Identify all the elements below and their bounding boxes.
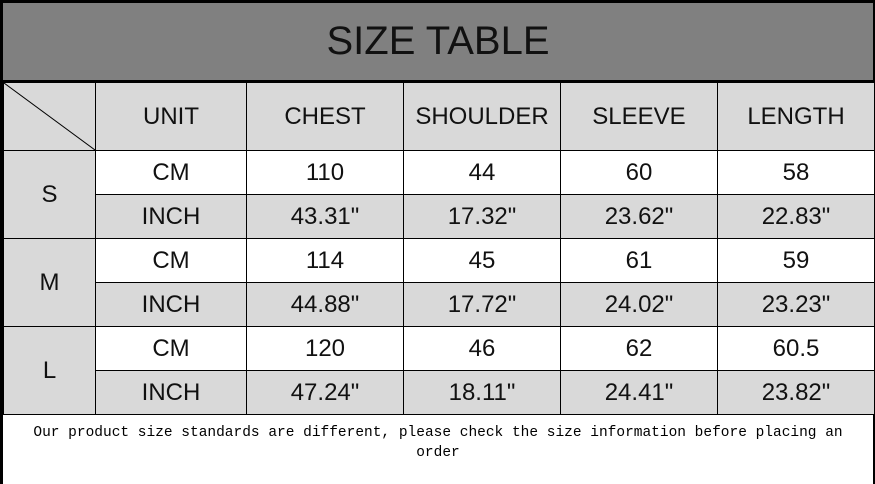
value-cell: 60 [560,150,718,195]
value-cell: 24.41" [560,370,718,415]
value-cell: 17.32" [403,194,561,239]
value-cell: 60.5 [717,326,875,371]
value-cell: 23.62" [560,194,718,239]
page-title: SIZE TABLE [3,3,873,82]
table-row: INCH 43.31" 17.32" 23.62" 22.83" [3,194,875,239]
unit-cell: CM [95,326,247,371]
size-note: Our product size standards are different… [33,425,843,461]
table-row: L CM 120 46 62 60.5 [3,326,875,415]
size-label: M [3,238,96,327]
table-row: INCH 44.88" 17.72" 24.02" 23.23" [3,282,875,327]
value-cell: 61 [560,238,718,283]
header-unit: UNIT [95,82,247,151]
diagonal-corner-cell [3,82,96,151]
size-table: UNIT CHEST SHOULDER SLEEVE LENGTH S CM 110… [3,82,875,415]
value-cell: 23.82" [717,370,875,415]
value-cell: 24.02" [560,282,718,327]
header-row: UNIT CHEST SHOULDER SLEEVE LENGTH [3,82,875,151]
value-cell: 110 [246,150,404,195]
header-length: LENGTH [717,82,875,151]
value-cell: 120 [246,326,404,371]
value-cell: 45 [403,238,561,283]
value-cell: 46 [403,326,561,371]
value-cell: 23.23" [717,282,875,327]
header-shoulder: SHOULDER [403,82,561,151]
unit-cell: CM [95,238,247,283]
value-cell: 17.72" [403,282,561,327]
value-cell: 62 [560,326,718,371]
unit-cell: INCH [95,282,247,327]
table-row: M CM 114 45 61 59 [3,238,875,327]
size-label: L [3,326,96,415]
size-label: S [3,150,96,239]
value-cell: 22.83" [717,194,875,239]
value-cell: 44.88" [246,282,404,327]
value-cell: 114 [246,238,404,283]
value-cell: 44 [403,150,561,195]
table-row: S CM 110 44 60 58 [3,150,875,239]
header-sleeve: SLEEVE [560,82,718,151]
value-cell: 47.24" [246,370,404,415]
value-cell: 58 [717,150,875,195]
value-cell: 59 [717,238,875,283]
value-cell: 18.11" [403,370,561,415]
value-cell: 43.31" [246,194,404,239]
unit-cell: INCH [95,370,247,415]
unit-cell: INCH [95,194,247,239]
unit-cell: CM [95,150,247,195]
table-row: INCH 47.24" 18.11" 24.41" 23.82" [3,370,875,415]
header-chest: CHEST [246,82,404,151]
